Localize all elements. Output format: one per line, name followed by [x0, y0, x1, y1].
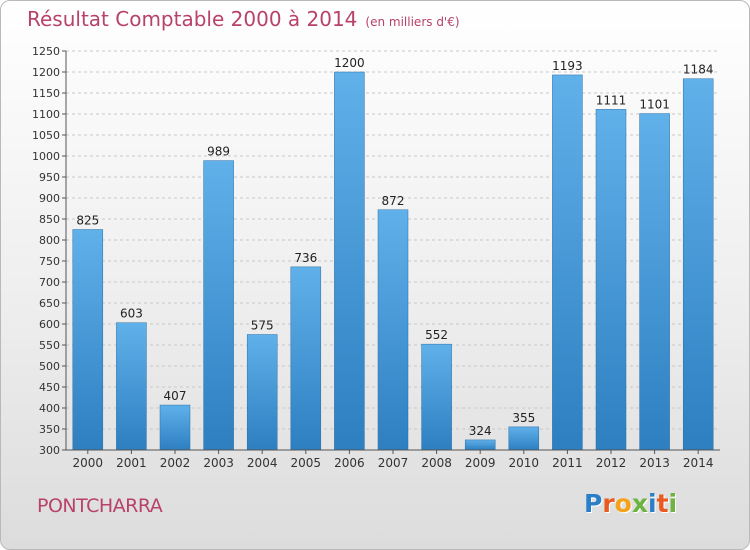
- x-tick-label: 2010: [509, 456, 540, 470]
- logo-letter: x: [631, 489, 648, 518]
- x-tick-label: 2000: [73, 456, 104, 470]
- x-tick-label: 2012: [596, 456, 627, 470]
- bar-value-label: 575: [251, 319, 274, 333]
- city-name: PONTCHARRA: [37, 495, 163, 517]
- bar-value-label: 1101: [639, 98, 670, 112]
- y-tick-label: 1100: [32, 108, 60, 121]
- x-tick-label: 2007: [378, 456, 409, 470]
- bar-2008: [421, 343, 452, 451]
- y-tick-label: 450: [39, 381, 60, 394]
- bar-value-label: 324: [469, 424, 492, 438]
- bar-2009: [464, 439, 496, 451]
- bar-2005: [290, 266, 322, 451]
- bar-value-label: 736: [294, 251, 317, 265]
- logo-letter: i: [668, 489, 678, 518]
- bar-2013: [639, 113, 670, 451]
- logo-letter: t: [656, 489, 669, 518]
- y-tick-label: 1000: [32, 150, 60, 163]
- x-tick-label: 2002: [160, 456, 191, 470]
- x-tick-label: 2004: [247, 456, 278, 470]
- logo-letter: o: [614, 489, 632, 518]
- bars: 825 603 407 989 575 736 1200 872 552 324 355 1193 11…: [72, 56, 714, 451]
- bar-value-label: 1193: [552, 59, 583, 73]
- proxiti-logo: Proxiti: [584, 489, 677, 518]
- logo-letter: P: [584, 489, 603, 518]
- y-tick-label: 650: [39, 297, 60, 310]
- y-tick-label: 850: [39, 213, 60, 226]
- x-tick-label: 2008: [421, 456, 452, 470]
- bar-value-label: 825: [76, 214, 99, 228]
- bar-2000: [72, 229, 104, 451]
- x-tick-label: 2005: [291, 456, 322, 470]
- y-tick-label: 1250: [32, 45, 60, 58]
- bar-2001: [116, 322, 147, 451]
- bar-value-label: 1111: [596, 93, 627, 107]
- y-tick-label: 300: [39, 444, 60, 457]
- x-tick-label: 2014: [683, 456, 714, 470]
- y-tick-label: 700: [39, 276, 60, 289]
- bar-value-label: 355: [512, 411, 535, 425]
- axes: 300 350 400 450 500 550 600 650 700 750 800 850 900 9…: [32, 45, 720, 470]
- bar-2014: [682, 78, 714, 451]
- bar-2011: [552, 74, 583, 451]
- y-tick-label: 550: [39, 339, 60, 352]
- x-tick-label: 2001: [116, 456, 147, 470]
- chart-title-text: Résultat Comptable 2000 à 2014: [27, 7, 358, 31]
- bar-2003: [203, 160, 234, 451]
- bar-value-label: 1200: [334, 56, 365, 70]
- logo-letter: r: [602, 489, 615, 518]
- y-tick-label: 1150: [32, 87, 60, 100]
- y-tick-label: 350: [39, 423, 60, 436]
- x-tick-label: 2003: [203, 456, 234, 470]
- y-tick-label: 1050: [32, 129, 60, 142]
- bar-value-label: 603: [120, 307, 143, 321]
- x-tick-label: 2011: [552, 456, 583, 470]
- bar-2006: [334, 71, 365, 451]
- chart-title: Résultat Comptable 2000 à 2014 (en millie…: [27, 7, 460, 31]
- bar-value-label: 1184: [683, 63, 714, 77]
- y-tick-label: 1200: [32, 66, 60, 79]
- y-tick-label: 400: [39, 402, 60, 415]
- bar-2002: [159, 404, 191, 451]
- bar-value-label: 989: [207, 145, 230, 159]
- bar-2012: [595, 109, 627, 451]
- bar-2007: [377, 209, 409, 451]
- unit-note: (en milliers d'€): [365, 15, 460, 29]
- y-tick-label: 950: [39, 171, 60, 184]
- y-tick-label: 600: [39, 318, 60, 331]
- bar-2010: [508, 426, 540, 451]
- x-tick-label: 2013: [639, 456, 670, 470]
- y-tick-label: 750: [39, 255, 60, 268]
- bar-2004: [246, 334, 278, 451]
- y-tick-label: 800: [39, 234, 60, 247]
- bar-value-label: 872: [382, 194, 405, 208]
- x-tick-label: 2009: [465, 456, 496, 470]
- y-tick-label: 500: [39, 360, 60, 373]
- bar-value-label: 552: [425, 328, 448, 342]
- logo-letter: i: [648, 489, 657, 518]
- bar-value-label: 407: [164, 389, 187, 403]
- y-tick-label: 900: [39, 192, 60, 205]
- x-tick-label: 2006: [334, 456, 365, 470]
